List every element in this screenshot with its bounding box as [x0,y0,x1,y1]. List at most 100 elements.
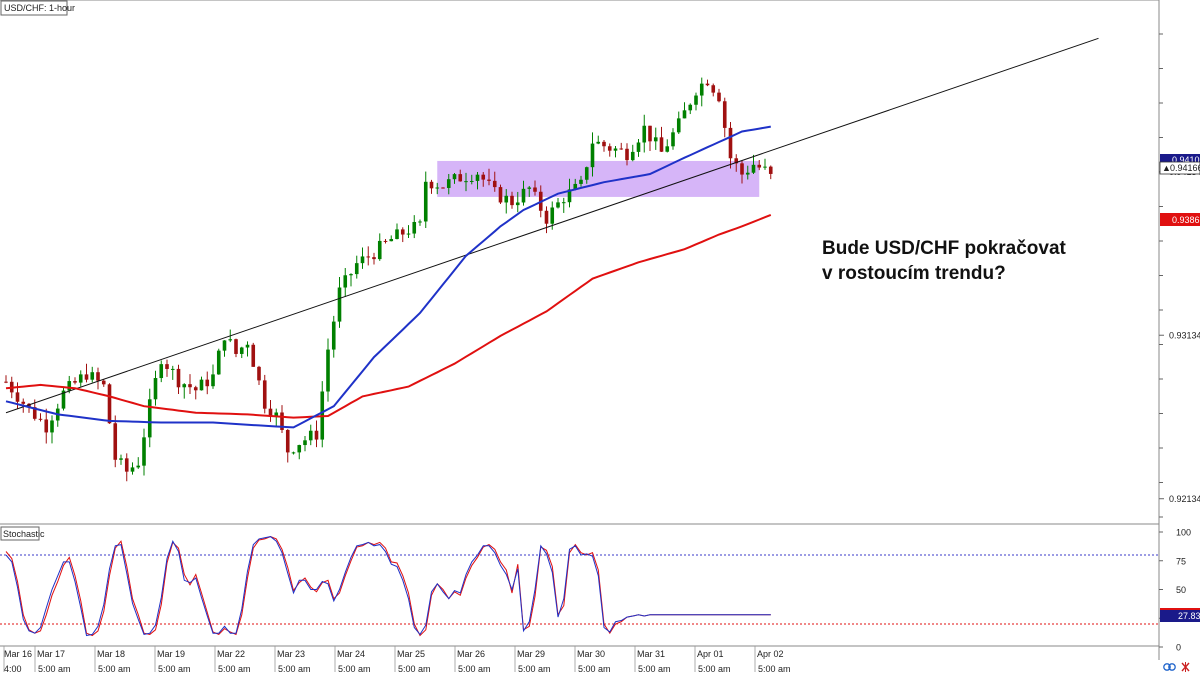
candle [515,191,520,213]
candle [699,77,704,107]
candle [751,154,756,174]
candle [314,420,319,448]
candle [222,340,227,357]
candle [412,215,417,239]
candlestick-series [4,77,773,482]
candle [291,451,296,455]
last-price-label: 0.94166 [1170,163,1200,173]
candle [487,168,491,186]
candle [130,462,135,475]
candle [354,255,359,279]
time-label: 4:00 [4,664,22,674]
candle [337,277,342,328]
candle [722,97,727,138]
candle [429,179,434,194]
candle [527,185,532,197]
trendline[interactable] [5,37,1099,414]
candle [671,128,675,150]
candle [688,103,693,115]
candle [372,252,376,265]
candle [153,370,158,406]
candle [326,338,330,402]
candle [147,388,152,448]
candle [119,454,123,465]
date-label: Mar 23 [277,649,305,659]
time-axis: Mar 16 4:00 Mar 17 5:00 am Mar 18 5:00 am Mar … [3,646,791,674]
candle [188,374,192,394]
candle [630,144,635,162]
candle [682,102,687,119]
candle [584,166,589,184]
candle [308,424,313,446]
price-tick-label: 0.92134 [1169,494,1200,504]
candle [4,375,8,384]
candle [498,184,503,204]
candle [205,371,210,395]
link-icon[interactable] [1163,663,1176,671]
last-price-arrow: ▲ [1162,163,1171,173]
highlight-zone [437,160,760,197]
moving-average-red [5,213,772,419]
candle [349,273,353,287]
candle [567,178,572,208]
candle [676,111,681,134]
date-label: Apr 02 [757,649,784,659]
candle [533,180,537,196]
candle [239,346,244,359]
moving-average-blue [5,125,771,429]
date-label: Mar 19 [157,649,185,659]
candle [90,366,95,383]
time-label: 5:00 am [458,664,491,674]
candle [124,453,129,482]
candle [458,169,463,182]
candle [170,365,175,380]
candle [602,140,606,152]
candle [423,171,428,228]
date-label: Mar 24 [337,649,365,659]
candle [763,158,767,170]
candle [694,92,698,111]
candle [216,348,221,375]
candle [50,415,54,444]
candle [245,341,250,357]
stochastic-value-label: 27.83 [1178,611,1200,621]
time-label: 5:00 am [278,664,311,674]
candle [768,165,773,180]
candle [176,364,181,394]
stochastic-tick-label: 100 [1176,528,1191,538]
bid-price-label: 0.94109 [1172,155,1200,165]
date-label: Mar 16 [4,649,32,659]
time-label: 5:00 am [98,664,131,674]
candle [84,363,89,383]
candle [38,413,43,422]
candle [441,187,445,189]
candle [96,367,100,390]
candle [366,246,371,266]
candle [234,338,238,358]
candle [303,436,307,452]
close-chart-icon[interactable] [1181,662,1190,672]
candle [728,121,733,169]
toolbar-icons[interactable] [1163,662,1190,672]
time-label: 5:00 am [38,664,71,674]
candle [285,429,290,463]
stochastic-tick-label: 0 [1176,643,1181,653]
candle [625,143,629,166]
annotation-line-1: Bude USD/CHF pokračovat [822,238,1066,259]
candle [61,387,66,411]
date-label: Mar 31 [637,649,665,659]
candle [653,127,658,150]
candle [136,457,141,469]
time-label: 5:00 am [218,664,251,674]
candle [711,83,716,97]
date-label: Apr 01 [697,649,724,659]
date-label: Mar 17 [37,649,65,659]
stochastic-pane: 1007550250 27.83 Stochastic [0,526,1200,653]
candle [510,191,514,209]
time-label: 5:00 am [638,664,671,674]
candle [619,142,624,150]
candle [481,172,486,187]
stochastic-tick-label: 75 [1176,556,1186,566]
